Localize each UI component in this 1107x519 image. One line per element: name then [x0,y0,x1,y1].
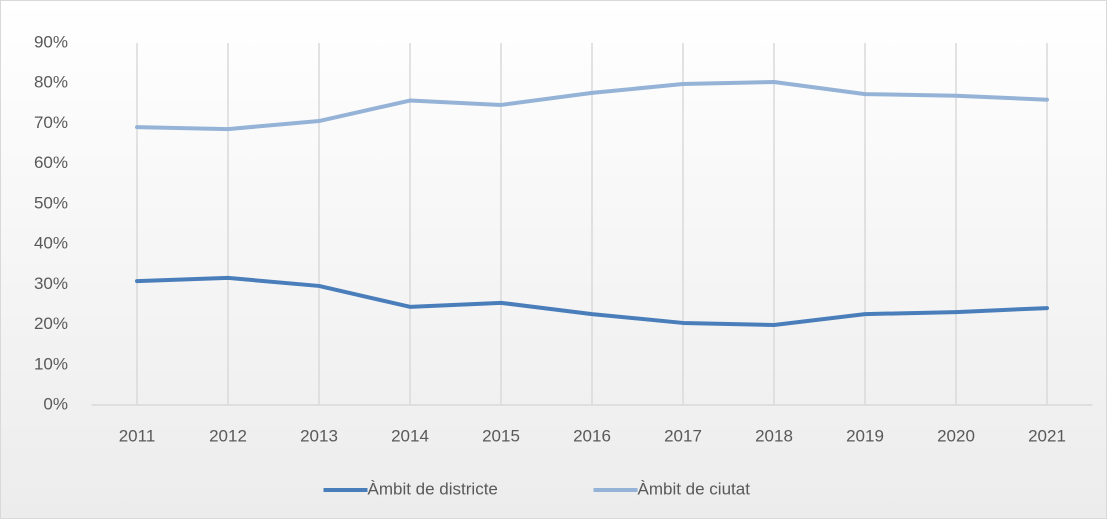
x-tick-label: 2018 [755,426,793,445]
series-line [135,275,1049,327]
x-tick-label: 2019 [846,426,884,445]
legend-label: Àmbit de districte [368,479,498,498]
y-tick-label: 10% [34,354,68,373]
y-tick-label: 80% [34,73,68,92]
y-tick-label: 90% [34,32,68,51]
y-tick-label: 40% [34,234,68,253]
y-tick-label: 0% [43,394,68,413]
y-tick-label: 70% [34,113,68,132]
x-tick-label: 2021 [1028,426,1066,445]
x-tick-label: 2016 [573,426,611,445]
x-tick-label: 2011 [119,426,156,445]
y-tick-label: 60% [34,153,68,172]
y-tick-label: 30% [34,274,68,293]
x-tick-label: 2015 [482,426,520,445]
x-tick-label: 2020 [937,426,975,445]
x-tick-label: 2017 [664,426,702,445]
series-line [135,80,1049,132]
legend-label: Àmbit de ciutat [638,479,751,498]
y-tick-label: 50% [34,193,68,212]
x-tick-label: 2014 [391,426,429,445]
x-tick-label: 2012 [209,426,247,445]
y-tick-label: 20% [34,314,68,333]
x-tick-label: 2013 [300,426,338,445]
